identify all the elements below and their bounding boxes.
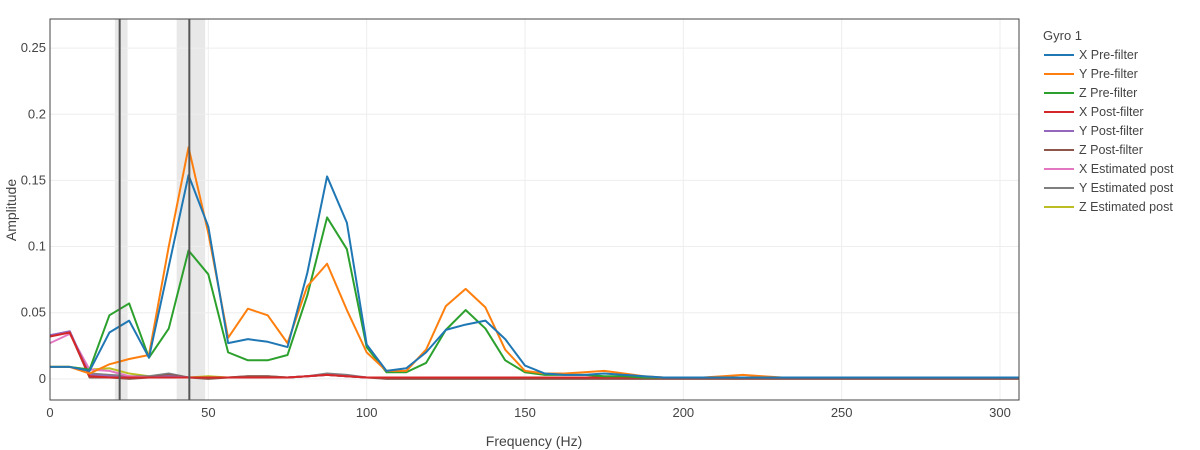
y-tick-label: 0.2 [28, 106, 46, 121]
series-line-z-post-filter[interactable] [49, 331, 1019, 380]
legend-item[interactable]: Z Estimated post [1044, 200, 1173, 214]
x-tick-label: 200 [672, 405, 694, 420]
y-tick-label: 0 [39, 371, 46, 386]
y-tick-label: 0.25 [21, 40, 46, 55]
shaded-band-0 [114, 19, 128, 400]
legend-item[interactable]: X Pre-filter [1044, 48, 1138, 62]
y-tick-label: 0.1 [28, 239, 46, 254]
y-tick-label: 0.05 [21, 305, 46, 320]
legend-label: X Post-filter [1079, 105, 1144, 119]
legend-label: Z Post-filter [1079, 143, 1143, 157]
x-axis-title: Frequency (Hz) [486, 433, 582, 449]
y-axis-ticks: 0 0.05 0.1 0.15 0.2 0.25 [21, 40, 46, 386]
legend-item[interactable]: Z Pre-filter [1044, 86, 1137, 100]
legend-label: X Estimated post [1079, 162, 1174, 176]
x-tick-label: 50 [201, 405, 215, 420]
legend-label: Y Post-filter [1079, 124, 1143, 138]
x-tick-label: 150 [514, 405, 536, 420]
legend-item[interactable]: X Post-filter [1044, 105, 1144, 119]
x-tick-label: 100 [356, 405, 378, 420]
x-tick-label: 250 [831, 405, 853, 420]
x-tick-label: 0 [46, 405, 53, 420]
legend-item[interactable]: Z Post-filter [1044, 143, 1143, 157]
y-axis-title: Amplitude [3, 179, 19, 241]
x-axis-ticks: 0 50 100 150 200 250 300 [46, 405, 1010, 420]
legend-label: Z Pre-filter [1079, 86, 1137, 100]
legend-label: Y Pre-filter [1079, 67, 1138, 81]
legend-item[interactable]: Y Post-filter [1044, 124, 1143, 138]
legend-label: Y Estimated post [1079, 181, 1174, 195]
plot-frame [49, 18, 1020, 401]
x-tick-label: 300 [989, 405, 1011, 420]
series-lines [49, 146, 1019, 380]
legend-label: X Pre-filter [1079, 48, 1138, 62]
legend-item[interactable]: X Estimated post [1044, 162, 1174, 176]
legend-title: Gyro 1 [1043, 28, 1082, 43]
legend-label: Z Estimated post [1079, 200, 1173, 214]
legend-item[interactable]: Y Estimated post [1044, 181, 1174, 195]
series-line-x-pre-filter[interactable] [50, 174, 1019, 379]
legend[interactable]: Gyro 1 X Pre-filter Y Pre-filter Z Pre-fil… [1043, 28, 1174, 214]
y-tick-label: 0.15 [21, 172, 46, 187]
marker-lines [118, 19, 191, 400]
legend-items[interactable]: X Pre-filter Y Pre-filter Z Pre-filter X Po… [1044, 48, 1174, 214]
legend-item[interactable]: Y Pre-filter [1044, 67, 1138, 81]
